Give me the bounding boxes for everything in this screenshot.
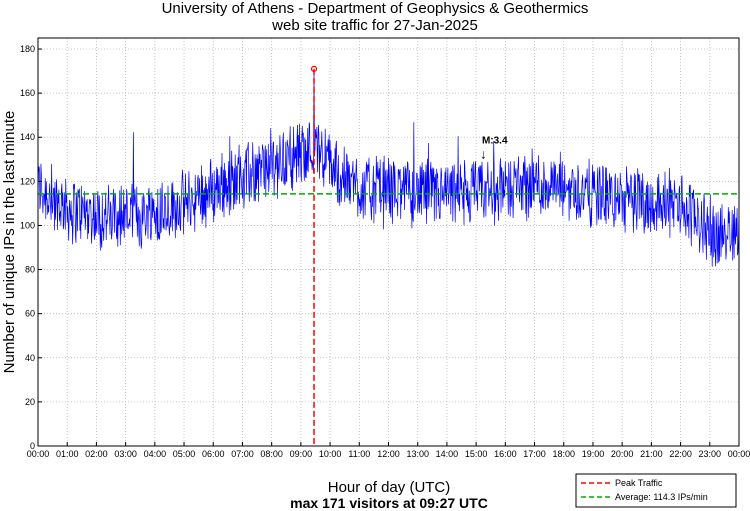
- annotation-label: M:3.4: [482, 135, 508, 146]
- y-tick-label: 160: [20, 88, 35, 98]
- x-tick-label: 12:00: [377, 449, 400, 459]
- x-tick-label: 13:00: [406, 449, 429, 459]
- x-tick-label: 05:00: [173, 449, 196, 459]
- x-axis-label: Hour of day (UTC): [328, 479, 451, 496]
- x-tick-label: 08:00: [260, 449, 283, 459]
- x-tick-label: 16:00: [494, 449, 517, 459]
- y-tick-label: 0: [30, 441, 35, 451]
- x-tick-label: 11:00: [348, 449, 370, 459]
- peak-layer: [310, 65, 318, 446]
- peak-marker: [310, 65, 318, 72]
- x-tick-label: 09:00: [290, 449, 313, 459]
- x-tick-label: 17:00: [523, 449, 546, 459]
- legend-box: [575, 473, 737, 508]
- x-axis-sublabel: max 171 visitors at 09:27 UTC: [290, 495, 488, 511]
- y-axis-label: Number of unique IPs in the last minute: [1, 111, 18, 374]
- x-tick-label: 02:00: [85, 449, 108, 459]
- x-axis: 00:00 01:00 02:00 03:00 04:00 05:00 06:00 07:00…: [27, 442, 750, 459]
- x-tick-label: 14:00: [436, 449, 459, 459]
- x-tick-label: 22:00: [669, 449, 692, 459]
- x-tick-label: 20:00: [611, 449, 634, 459]
- x-tick-label: 06:00: [202, 449, 225, 459]
- chart-title: University of Athens - Department of Geo…: [162, 0, 589, 17]
- legend: Peak Traffic Average: 114.3 IPs/min: [575, 473, 737, 508]
- y-tick-label: 180: [20, 44, 35, 54]
- legend-peak-label: Peak Traffic: [615, 478, 663, 488]
- legend-average-label: Average: 114.3 IPs/min: [615, 492, 708, 502]
- x-tick-label: 04:00: [144, 449, 167, 459]
- x-tick-label: 00:00: [728, 449, 750, 459]
- x-tick-label: 18:00: [552, 449, 575, 459]
- y-axis: 0 20 40 60 80 100 120 140 160 180: [20, 44, 42, 451]
- x-tick-label: 21:00: [640, 449, 663, 459]
- x-tick-label: 03:00: [114, 449, 137, 459]
- annotation: M:3.4 ↓: [480, 135, 508, 161]
- x-tick-label: 07:00: [231, 449, 254, 459]
- grid: [38, 38, 739, 446]
- x-tick-label: 01:00: [56, 449, 79, 459]
- y-tick-label: 120: [20, 176, 35, 186]
- y-tick-label: 100: [20, 220, 35, 230]
- annotation-arrow: ↓: [480, 146, 487, 161]
- y-tick-label: 20: [25, 397, 35, 407]
- x-tick-label: 00:00: [27, 449, 50, 459]
- x-tick-label: 10:00: [319, 449, 342, 459]
- x-tick-label: 19:00: [582, 449, 605, 459]
- series-layer: [37, 68, 740, 267]
- y-tick-label: 40: [25, 353, 35, 363]
- y-tick-label: 80: [25, 265, 35, 275]
- series-line: [37, 68, 740, 267]
- y-tick-label: 140: [20, 132, 35, 142]
- x-tick-label: 23:00: [699, 449, 722, 459]
- x-tick-label: 15:00: [465, 449, 488, 459]
- chart-subtitle: web site traffic for 27-Jan-2025: [271, 17, 478, 34]
- y-tick-label: 60: [25, 309, 35, 319]
